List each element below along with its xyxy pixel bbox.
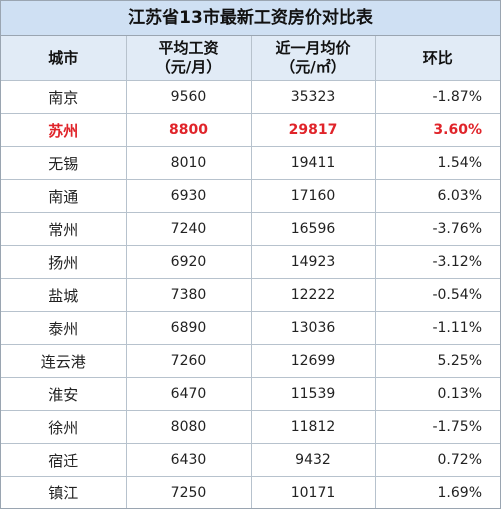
cell-price: 9432: [251, 443, 376, 477]
cell-mom: -3.76%: [375, 212, 500, 246]
header-price: 近一月均价 （元/㎡）: [251, 36, 376, 81]
data-table: 城市 平均工资 （元/月） 近一月均价 （元/㎡） 环比 南京 9560 353…: [1, 36, 500, 508]
header-salary-line1: 平均工资: [158, 39, 219, 57]
table-row: 南通 6930 17160 6.03%: [1, 179, 500, 213]
table-row: 连云港 7260 12699 5.25%: [1, 344, 500, 378]
cell-mom: 3.60%: [375, 113, 500, 147]
cell-city: 宿迁: [1, 443, 127, 477]
cell-price: 35323: [251, 80, 376, 114]
table-row-highlighted: 苏州 8800 29817 3.60%: [1, 113, 500, 147]
cell-city: 无锡: [1, 146, 127, 180]
cell-price: 11812: [251, 410, 376, 444]
cell-city: 连云港: [1, 344, 127, 378]
table-row: 徐州 8080 11812 -1.75%: [1, 410, 500, 444]
cell-mom: -1.87%: [375, 80, 500, 114]
cell-salary: 8010: [126, 146, 252, 180]
cell-city: 盐城: [1, 278, 127, 312]
header-price-line2: （元/㎡）: [280, 58, 346, 76]
cell-mom: 1.54%: [375, 146, 500, 180]
cell-price: 19411: [251, 146, 376, 180]
cell-price: 13036: [251, 311, 376, 345]
header-row: 城市 平均工资 （元/月） 近一月均价 （元/㎡） 环比: [1, 36, 500, 81]
cell-city: 镇江: [1, 476, 127, 508]
cell-price: 12222: [251, 278, 376, 312]
table-row: 宿迁 6430 9432 0.72%: [1, 443, 500, 477]
cell-mom: 0.72%: [375, 443, 500, 477]
cell-city: 苏州: [1, 113, 127, 147]
table-row: 南京 9560 35323 -1.87%: [1, 80, 500, 114]
cell-mom: -3.12%: [375, 245, 500, 279]
cell-salary: 7240: [126, 212, 252, 246]
cell-city: 南京: [1, 80, 127, 114]
table-body: 南京 9560 35323 -1.87% 苏州 8800 29817 3.60%…: [1, 80, 500, 508]
cell-price: 14923: [251, 245, 376, 279]
cell-salary: 7380: [126, 278, 252, 312]
table-row: 盐城 7380 12222 -0.54%: [1, 278, 500, 312]
cell-mom: 5.25%: [375, 344, 500, 378]
cell-city: 徐州: [1, 410, 127, 444]
cell-salary: 6930: [126, 179, 252, 213]
cell-price: 17160: [251, 179, 376, 213]
table-row: 镇江 7250 10171 1.69%: [1, 476, 500, 508]
cell-city: 南通: [1, 179, 127, 213]
header-price-line1: 近一月均价: [275, 39, 351, 57]
cell-salary: 8080: [126, 410, 252, 444]
cell-salary: 6430: [126, 443, 252, 477]
cell-mom: -0.54%: [375, 278, 500, 312]
cell-city: 扬州: [1, 245, 127, 279]
cell-salary: 7250: [126, 476, 252, 508]
table-row: 常州 7240 16596 -3.76%: [1, 212, 500, 246]
cell-mom: 1.69%: [437, 484, 482, 501]
cell-mom: -1.11%: [375, 311, 500, 345]
cell-price: 10171: [251, 476, 376, 508]
header-salary: 平均工资 （元/月）: [126, 36, 252, 81]
cell-mom: 6.03%: [375, 179, 500, 213]
cell-salary: 7260: [126, 344, 252, 378]
cell-salary: 6920: [126, 245, 252, 279]
header-city: 城市: [1, 36, 127, 81]
cell-salary: 9560: [126, 80, 252, 114]
cell-mom: -1.75%: [375, 410, 500, 444]
cell-city: 常州: [1, 212, 127, 246]
header-salary-line2: （元/月）: [155, 58, 222, 76]
cell-salary: 6890: [126, 311, 252, 345]
cell-city: 泰州: [1, 311, 127, 345]
table-row: 泰州 6890 13036 -1.11%: [1, 311, 500, 345]
header-mom: 环比: [375, 36, 500, 81]
cell-price: 12699: [251, 344, 376, 378]
cell-salary: 6470: [126, 377, 252, 411]
table-row: 扬州 6920 14923 -3.12%: [1, 245, 500, 279]
cell-price: 29817: [251, 113, 376, 147]
cell-mom: 0.13%: [375, 377, 500, 411]
cell-city: 淮安: [1, 377, 127, 411]
table-header: 城市 平均工资 （元/月） 近一月均价 （元/㎡） 环比: [1, 36, 500, 81]
cell-price: 11539: [251, 377, 376, 411]
table-title: 江苏省13市最新工资房价对比表: [1, 1, 500, 36]
table-row: 无锡 8010 19411 1.54%: [1, 146, 500, 180]
cell-salary: 8800: [126, 113, 252, 147]
table-row: 淮安 6470 11539 0.13%: [1, 377, 500, 411]
cell-price: 16596: [251, 212, 376, 246]
